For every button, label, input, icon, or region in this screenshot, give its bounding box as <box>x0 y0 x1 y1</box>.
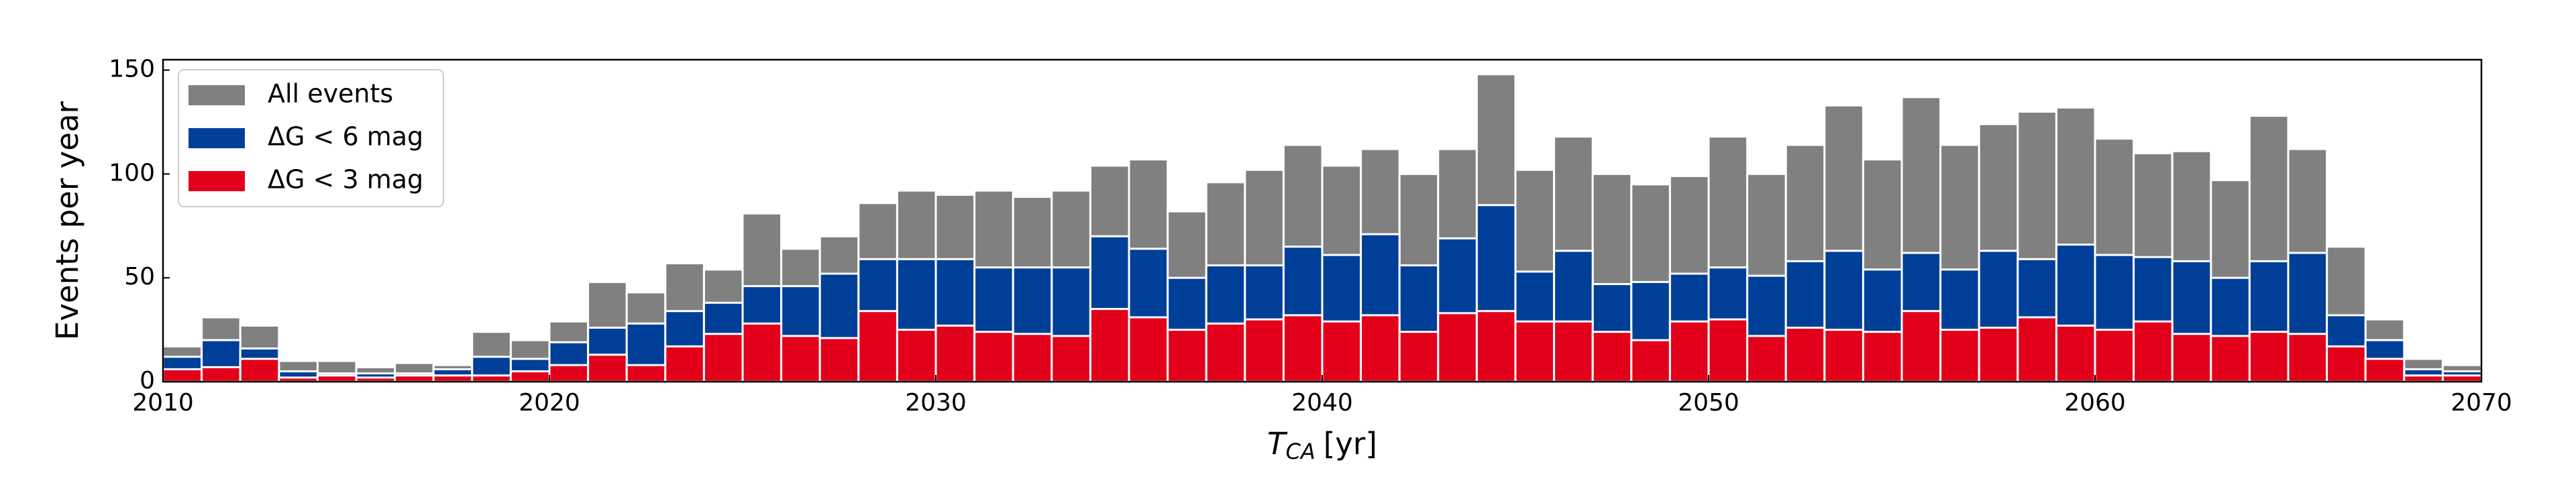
bar <box>2171 333 2212 383</box>
x-tick-label: 2070 <box>2451 389 2512 417</box>
y-axis-label: Events per year <box>50 101 85 340</box>
bar <box>1939 329 1980 383</box>
bar <box>316 374 358 383</box>
bar <box>394 374 435 383</box>
bar <box>201 366 241 383</box>
bar <box>934 324 976 383</box>
bar <box>2094 329 2135 383</box>
bar <box>2017 316 2057 383</box>
x-tick-label: 2060 <box>2064 389 2126 417</box>
bar <box>1360 314 1401 383</box>
bar <box>509 370 551 383</box>
bar <box>2210 335 2251 383</box>
legend-label: All events <box>268 79 393 109</box>
bar <box>702 333 744 383</box>
bar <box>1128 316 1169 383</box>
bar <box>1167 329 1208 383</box>
bar <box>1012 333 1053 383</box>
bar <box>239 358 280 383</box>
bar <box>548 364 590 383</box>
bar <box>1630 339 1671 383</box>
legend-swatch <box>189 85 245 105</box>
bar <box>1244 318 1285 383</box>
bar <box>1978 326 2019 383</box>
x-label-unit: [yr] <box>1324 426 1377 462</box>
bar <box>1321 320 1362 383</box>
bar <box>2248 331 2290 383</box>
bar <box>780 335 821 383</box>
y-tick-label: 150 <box>109 55 155 83</box>
bar <box>471 374 512 383</box>
bar <box>1282 314 1324 383</box>
bar <box>1668 320 1710 383</box>
x-label-subscript: CA <box>1286 439 1316 464</box>
bar <box>1591 331 1633 383</box>
y-tick-label: 100 <box>109 159 155 186</box>
x-tick-label: 2010 <box>132 389 194 417</box>
bar <box>1823 329 1864 383</box>
bar <box>2326 345 2367 383</box>
bar <box>1514 320 1556 383</box>
x-tick-label: 2050 <box>1678 389 1739 417</box>
bar <box>1553 320 1594 383</box>
bar <box>741 322 783 383</box>
x-tick-label: 2020 <box>519 389 580 417</box>
bar <box>1475 310 1517 383</box>
legend-swatch <box>189 128 245 148</box>
legend-label: ΔG < 3 mag <box>268 165 423 195</box>
bar <box>432 374 474 383</box>
legend-swatch <box>189 171 245 191</box>
legend-label: ΔG < 6 mag <box>268 122 423 152</box>
bar <box>2441 374 2483 383</box>
bar <box>1398 331 1440 383</box>
bar <box>1707 318 1749 383</box>
bar <box>1784 326 1826 383</box>
bar <box>2055 324 2096 383</box>
bar <box>2133 320 2174 383</box>
bar <box>1862 331 1903 383</box>
x-tick-label: 2030 <box>905 389 967 417</box>
bar <box>587 354 628 383</box>
bar <box>818 337 860 383</box>
bar <box>857 310 898 383</box>
bar <box>162 368 203 383</box>
bar <box>1900 310 1942 383</box>
x-axis-label: TCA [yr] <box>1267 426 1377 464</box>
x-label-symbol: T <box>1267 426 1288 462</box>
bar <box>896 329 937 383</box>
bar <box>625 364 667 383</box>
bar <box>2287 333 2328 383</box>
bar <box>2403 374 2444 383</box>
y-tick-label: 50 <box>124 263 155 290</box>
x-tick-label: 2040 <box>1291 389 1353 417</box>
bar <box>2364 358 2406 383</box>
bar <box>664 345 705 383</box>
bar <box>1437 312 1478 383</box>
bar <box>1089 308 1130 383</box>
bar <box>1205 322 1246 383</box>
y-tick-label: 0 <box>140 367 155 394</box>
bar <box>1051 335 1091 383</box>
bar <box>1746 335 1787 383</box>
bar <box>973 331 1014 383</box>
